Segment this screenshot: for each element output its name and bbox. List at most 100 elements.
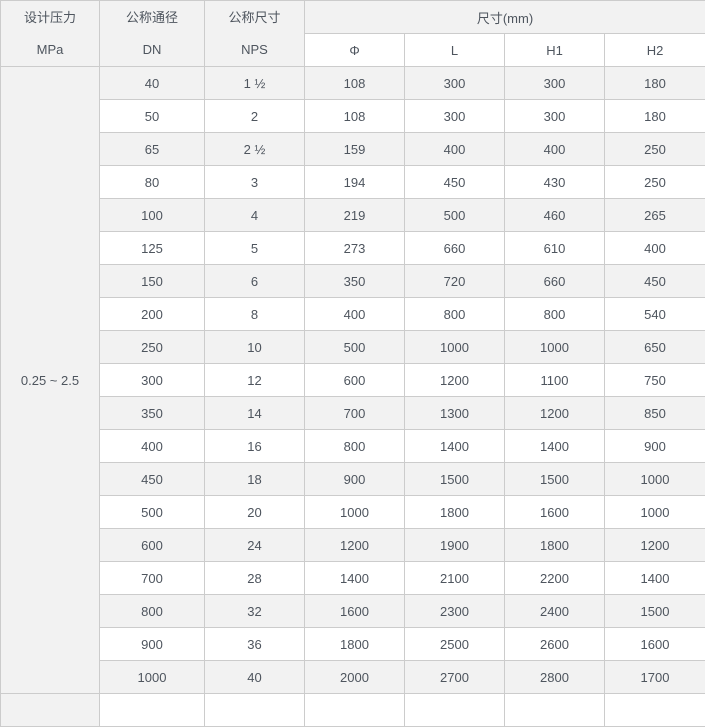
header-design-pressure-label: 设计压力 [1,2,99,34]
table-cell: 1800 [305,628,405,661]
table-cell: 600 [305,364,405,397]
table-cell: 250 [100,331,205,364]
table-cell: 600 [100,529,205,562]
table-cell: 1600 [305,595,405,628]
table-cell: 2500 [405,628,505,661]
table-cell: 540 [605,298,705,331]
header-size-group: 尺寸(mm) [305,1,705,34]
table-cell: 2200 [505,562,605,595]
table-cell: 1200 [305,529,405,562]
table-cell: 2 [205,100,305,133]
table-cell: 265 [605,199,705,232]
table-cell: 1400 [505,430,605,463]
header-design-pressure-unit: MPa [1,34,99,66]
table-cell: 1000 [405,331,505,364]
table-cell [305,694,405,727]
table-cell: 400 [305,298,405,331]
table-cell: 36 [205,628,305,661]
table-cell: 3 [205,166,305,199]
table-cell: 500 [405,199,505,232]
table-cell: 610 [505,232,605,265]
table-cell: 400 [605,232,705,265]
table-cell: 4 [205,199,305,232]
header-row-primary: 设计压力 MPa 公称通径 DN 公称尺寸 NPS 尺寸(mm) [1,1,705,34]
table-cell: 150 [100,265,205,298]
table-cell: 1 ½ [205,67,305,100]
table-cell: 1500 [605,595,705,628]
table-cell: 16 [205,430,305,463]
table-cell: 800 [505,298,605,331]
table-cell: 660 [405,232,505,265]
table-cell [1,694,100,727]
table-cell: 159 [305,133,405,166]
table-cell: 700 [100,562,205,595]
table-cell: 32 [205,595,305,628]
table-cell: 80 [100,166,205,199]
table-cell: 12 [205,364,305,397]
table-cell: 430 [505,166,605,199]
table-cell: 500 [305,331,405,364]
table-cell: 20 [205,496,305,529]
header-h1: H1 [505,34,605,67]
table-cell: 40 [205,661,305,694]
header-design-pressure: 设计压力 MPa [1,1,100,67]
table-cell: 2300 [405,595,505,628]
table-cell: 1000 [605,496,705,529]
table-cell: 108 [305,67,405,100]
table-cell: 1500 [405,463,505,496]
table-cell: 40 [100,67,205,100]
header-l: L [405,34,505,67]
table-cell: 300 [405,100,505,133]
table-cell [205,694,305,727]
table-cell: 1400 [605,562,705,595]
table-cell: 850 [605,397,705,430]
table-cell: 1200 [605,529,705,562]
table-cell: 14 [205,397,305,430]
table-cell: 2100 [405,562,505,595]
table-cell: 900 [605,430,705,463]
table-cell: 28 [205,562,305,595]
table-cell: 500 [100,496,205,529]
header-nominal-diameter-label: 公称通径 [100,2,204,34]
table-cell: 194 [305,166,405,199]
table-cell: 180 [605,100,705,133]
table-cell: 1400 [305,562,405,595]
table-cell: 400 [405,133,505,166]
table-cell: 273 [305,232,405,265]
table-cell: 24 [205,529,305,562]
table-cell: 1000 [605,463,705,496]
table-cell: 250 [605,166,705,199]
table-cell: 800 [100,595,205,628]
table-cell: 250 [605,133,705,166]
table-cell: 400 [100,430,205,463]
header-nominal-size-label: 公称尺寸 [205,2,304,34]
table-cell: 18 [205,463,305,496]
table-cell [605,694,705,727]
header-phi: Φ [305,34,405,67]
table-cell: 350 [305,265,405,298]
table-cell: 450 [100,463,205,496]
table-cell: 1000 [100,661,205,694]
table-cell: 6 [205,265,305,298]
table-cell: 10 [205,331,305,364]
table-cell: 1000 [305,496,405,529]
table-cell: 50 [100,100,205,133]
table-cell: 8 [205,298,305,331]
table-cell: 900 [305,463,405,496]
table-cell: 1000 [505,331,605,364]
header-nominal-diameter: 公称通径 DN [100,1,205,67]
table-cell: 350 [100,397,205,430]
